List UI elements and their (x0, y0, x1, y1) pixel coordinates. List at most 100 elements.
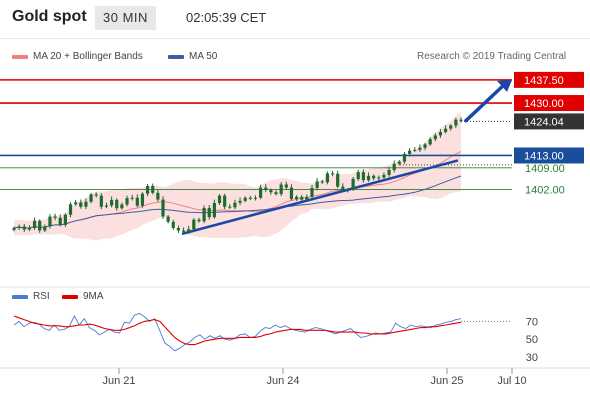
rsi-line (13, 312, 462, 352)
candle-body (68, 204, 73, 215)
ma20-legend-swatch (12, 55, 28, 59)
candle-body (115, 199, 119, 209)
candle-body (12, 228, 16, 230)
instrument-title: Gold spot (12, 8, 87, 25)
candles (12, 117, 463, 234)
candle-body (166, 216, 170, 222)
candle-body (120, 204, 124, 209)
candle-body (433, 135, 437, 140)
candle-body (17, 226, 21, 228)
ma9-legend-label: 9MA (83, 291, 104, 302)
candle-body (392, 163, 396, 170)
candle-body (438, 132, 443, 136)
candle-body (22, 226, 26, 230)
candle-body (413, 149, 417, 151)
forecast-arrowhead (497, 79, 512, 92)
ma50-line (13, 175, 462, 229)
level-label-1: 1430.00 (524, 98, 564, 110)
candle-body (32, 220, 37, 228)
candle-body (187, 229, 191, 232)
rsi-legend-swatch (12, 295, 28, 299)
candle-body (58, 217, 62, 225)
candle-body (207, 207, 211, 218)
candle-body (418, 147, 422, 150)
ma9-legend-swatch (62, 295, 78, 299)
bollinger-band (14, 111, 461, 241)
candle-body (310, 187, 314, 197)
candle-body (99, 195, 103, 207)
ma50-legend-label: MA 50 (189, 51, 218, 62)
candle-body (387, 169, 391, 175)
candle-body (84, 201, 88, 207)
candle-body (161, 199, 165, 217)
candle-body (202, 207, 206, 222)
candle-body (305, 196, 309, 200)
level-tag-2 (514, 113, 584, 130)
candle-body (397, 161, 401, 164)
candle-body (269, 190, 273, 193)
candle-body (212, 203, 216, 218)
header-divider (0, 38, 590, 39)
timeframe-badge[interactable]: 30 MIN (95, 6, 156, 30)
candle-body (264, 187, 268, 191)
rsi-ma9-line (13, 315, 462, 346)
x-tick-label: Jul 10 (497, 375, 526, 387)
candle-body (454, 119, 458, 126)
candle-body (63, 214, 67, 225)
level-tag-0 (514, 71, 584, 88)
candle-body (300, 196, 304, 200)
candle-body (156, 192, 160, 200)
candle-body (372, 175, 376, 179)
candle-body (43, 226, 47, 231)
rsi-tick-label: 30 (526, 352, 538, 364)
source-credit: Research © 2019 Trading Central (417, 51, 567, 62)
candle-body (459, 119, 463, 121)
candle-body (259, 187, 263, 198)
level-label-2: 1424.04 (524, 116, 564, 128)
chart-header: Gold spot 30 MIN 02:05:39 CET (0, 0, 590, 38)
candle-body (53, 216, 57, 218)
rsi-legend-label: RSI (33, 291, 50, 302)
candle-body (197, 219, 201, 222)
candle-body (176, 228, 181, 231)
candle-body (130, 197, 134, 199)
candle-body (74, 202, 78, 205)
candle-body (356, 172, 360, 179)
candle-body (89, 194, 93, 202)
candle-body (428, 139, 432, 145)
candle-body (320, 181, 324, 183)
candle-body (449, 125, 453, 129)
candle-body (284, 184, 288, 188)
level-label-3: 1413.00 (524, 150, 564, 162)
candle-body (135, 197, 139, 206)
candle-body (238, 200, 242, 203)
candle-body (217, 195, 222, 204)
candle-body (341, 186, 345, 191)
candle-body (361, 172, 365, 181)
candle-body (110, 199, 114, 206)
candle-body (79, 202, 83, 207)
candle-body (408, 150, 412, 154)
candle-body (253, 197, 258, 199)
level-label-4: 1409.00 (525, 163, 565, 175)
level-label-5: 1402.00 (525, 184, 565, 196)
candle-body (48, 216, 52, 227)
candle-body (279, 184, 283, 195)
x-tick-label: Jun 25 (430, 375, 463, 387)
candle-body (94, 194, 98, 196)
candle-body (336, 173, 340, 187)
candle-body (330, 173, 335, 175)
x-tick-label: Jun 24 (266, 375, 299, 387)
ma50-legend-swatch (168, 55, 184, 59)
candle-body (382, 174, 386, 178)
forecast-arrow (463, 83, 506, 123)
candle-body (315, 181, 319, 188)
level-tag-3 (514, 147, 584, 164)
candle-body (181, 230, 186, 232)
candle-body (171, 221, 175, 228)
rsi-tick-label: 70 (526, 316, 538, 328)
candle-body (377, 177, 381, 179)
candle-body (104, 205, 109, 207)
candle-body (125, 198, 129, 205)
